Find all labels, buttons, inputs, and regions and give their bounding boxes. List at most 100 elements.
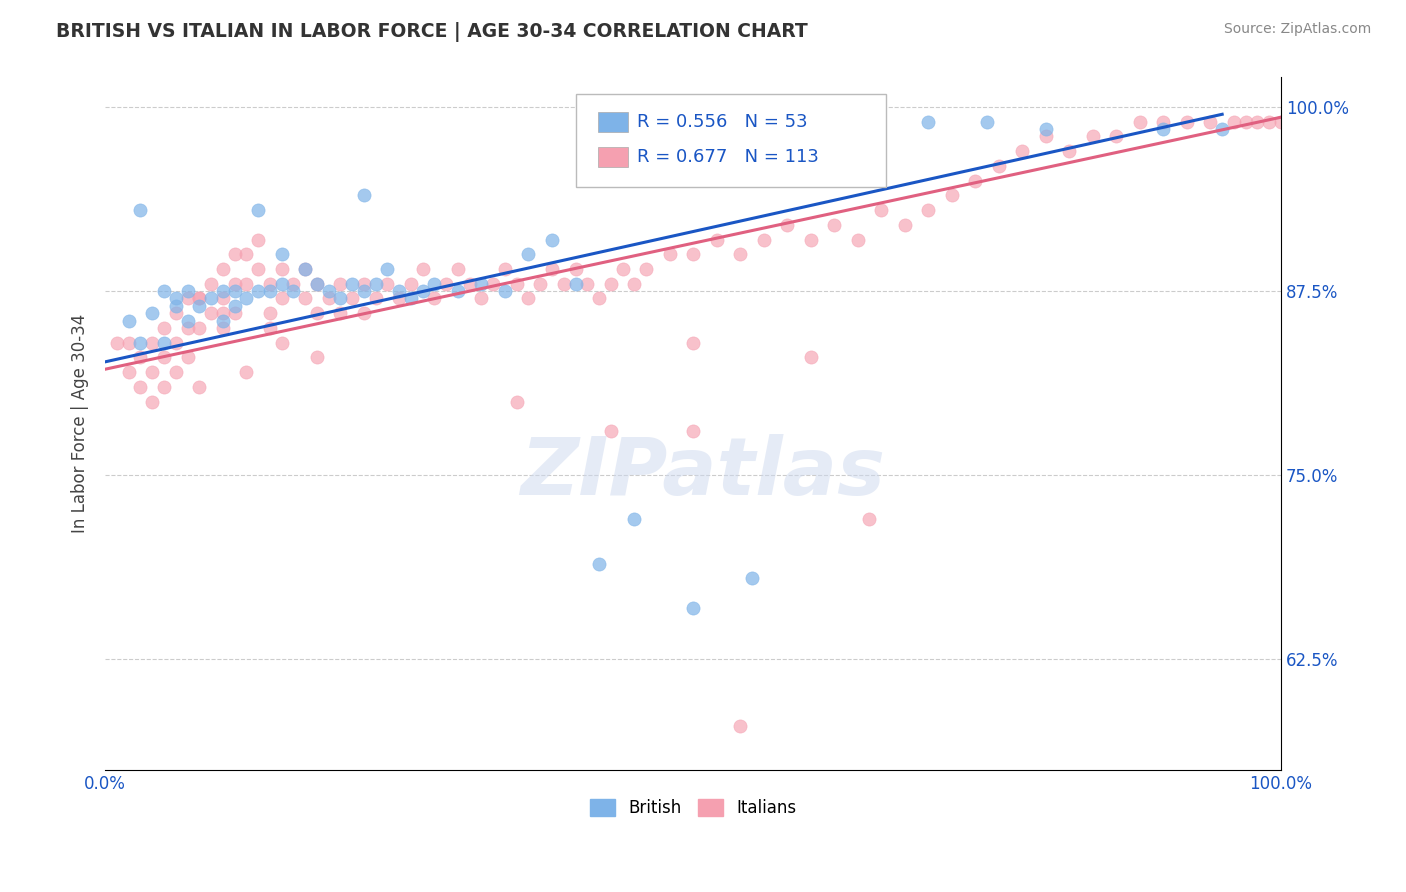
Point <box>235 247 257 261</box>
Point <box>1152 114 1174 128</box>
Point <box>458 277 481 291</box>
Point <box>377 277 399 291</box>
Point <box>599 424 621 438</box>
Point <box>447 262 470 277</box>
Point <box>388 292 411 306</box>
Point <box>118 335 141 350</box>
Point <box>858 114 880 128</box>
Point <box>564 277 586 291</box>
Point <box>129 380 152 394</box>
Point <box>353 306 375 320</box>
Point <box>247 262 270 277</box>
Point <box>153 321 176 335</box>
Point <box>283 284 305 298</box>
Point <box>728 719 751 733</box>
Point <box>623 277 645 291</box>
Point <box>329 292 352 306</box>
Point <box>682 335 704 350</box>
Point <box>188 321 211 335</box>
Point <box>224 247 246 261</box>
Point <box>434 277 457 291</box>
Point <box>211 313 233 327</box>
Point <box>1081 129 1104 144</box>
Point <box>1152 122 1174 136</box>
Point <box>634 262 657 277</box>
Point <box>682 601 704 615</box>
Point <box>377 262 399 277</box>
Text: ZIPatlas: ZIPatlas <box>520 434 886 512</box>
Point <box>235 277 257 291</box>
Point <box>165 365 187 379</box>
Point <box>153 335 176 350</box>
Point <box>470 292 492 306</box>
Point <box>340 292 363 306</box>
Point <box>294 262 316 277</box>
Point <box>1246 114 1268 128</box>
Point <box>211 284 233 298</box>
Point <box>329 277 352 291</box>
Point <box>399 277 422 291</box>
Point <box>917 202 939 217</box>
Point <box>200 292 222 306</box>
Point <box>318 292 340 306</box>
Point <box>270 247 292 261</box>
Point <box>329 306 352 320</box>
Point <box>247 202 270 217</box>
Point <box>506 277 529 291</box>
Point <box>1211 122 1233 136</box>
Point <box>200 306 222 320</box>
Point <box>141 394 163 409</box>
Point <box>247 284 270 298</box>
Point <box>224 284 246 298</box>
Point <box>517 292 540 306</box>
Point <box>399 292 422 306</box>
Point <box>623 512 645 526</box>
Point <box>188 292 211 306</box>
Point <box>141 335 163 350</box>
Point <box>224 277 246 291</box>
Point <box>270 335 292 350</box>
Point <box>553 277 575 291</box>
Point <box>211 321 233 335</box>
Point <box>305 277 328 291</box>
Point <box>141 365 163 379</box>
Point <box>412 284 434 298</box>
Point <box>259 306 281 320</box>
Point <box>494 262 516 277</box>
Point <box>165 335 187 350</box>
Point <box>283 277 305 291</box>
Point <box>353 277 375 291</box>
Point <box>259 277 281 291</box>
Point <box>576 277 599 291</box>
Point <box>588 557 610 571</box>
Point <box>423 277 446 291</box>
Point <box>165 299 187 313</box>
Point <box>706 233 728 247</box>
Point <box>305 351 328 365</box>
Point <box>224 299 246 313</box>
Point <box>1035 129 1057 144</box>
Point <box>529 277 551 291</box>
Text: R = 0.556   N = 53: R = 0.556 N = 53 <box>637 113 807 131</box>
Point <box>728 247 751 261</box>
Y-axis label: In Labor Force | Age 30-34: In Labor Force | Age 30-34 <box>72 314 89 533</box>
Point <box>965 173 987 187</box>
Point <box>846 233 869 247</box>
Point <box>176 292 198 306</box>
Point <box>741 571 763 585</box>
Legend: British, Italians: British, Italians <box>583 792 803 824</box>
Point <box>858 512 880 526</box>
Point <box>1199 114 1222 128</box>
Point <box>176 321 198 335</box>
Point <box>305 277 328 291</box>
Point <box>494 284 516 298</box>
Point <box>211 306 233 320</box>
Point <box>129 202 152 217</box>
Point <box>917 114 939 128</box>
Point <box>800 351 823 365</box>
Point <box>893 218 915 232</box>
Point <box>870 202 893 217</box>
Point <box>1129 114 1152 128</box>
Point <box>517 247 540 261</box>
Point <box>211 292 233 306</box>
